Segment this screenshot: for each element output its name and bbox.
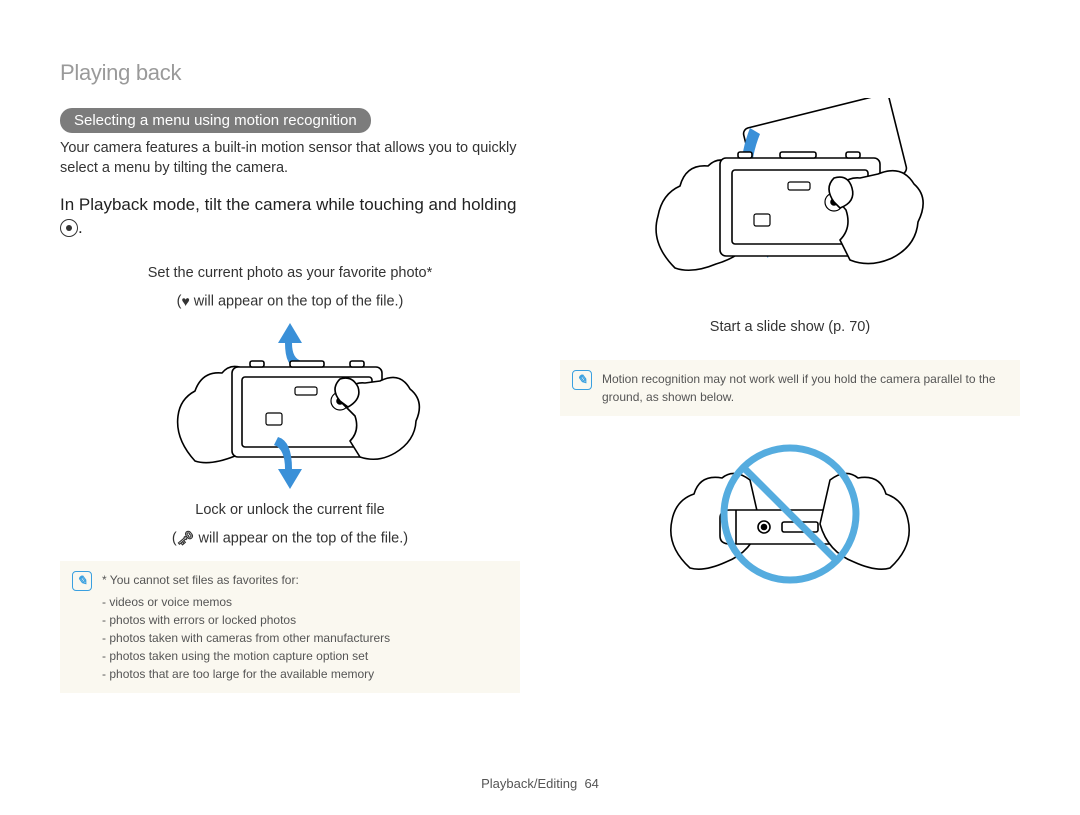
note-list: videos or voice memos photos with errors…: [102, 593, 390, 683]
note-icon: ✎: [72, 571, 92, 591]
lock-caption-line2: (🗝 will appear on the top of the file.): [60, 529, 520, 549]
section-title: Playing back: [60, 60, 1020, 86]
instruction-text: In Playback mode, tilt the camera while …: [60, 194, 520, 240]
lock-caption-line1: Lock or unlock the current file: [60, 501, 520, 521]
figure-tilt-side: [560, 98, 1020, 308]
favorite-caption-line1: Set the current photo as your favorite p…: [60, 264, 520, 284]
note-item: photos that are too large for the availa…: [102, 665, 390, 683]
note-item: photos taken with cameras from other man…: [102, 629, 390, 647]
note-item: photos taken using the motion capture op…: [102, 647, 390, 665]
right-column: Start a slide show (p. 70) ✎ Motion reco…: [560, 108, 1020, 776]
note-text: Motion recognition may not work well if …: [602, 370, 1008, 406]
slideshow-caption: Start a slide show (p. 70): [560, 318, 1020, 338]
favorites-restriction-note: ✎ * You cannot set files as favorites fo…: [60, 561, 520, 693]
left-column: Selecting a menu using motion recognitio…: [60, 108, 520, 776]
note-item: photos with errors or locked photos: [102, 611, 390, 629]
lock-icon: 🗝: [177, 529, 195, 548]
motion-warning-note: ✎ Motion recognition may not work well i…: [560, 360, 1020, 416]
motion-target-icon: [60, 219, 78, 237]
note-item: videos or voice memos: [102, 593, 390, 611]
note-icon: ✎: [572, 370, 592, 390]
page-footer: Playback/Editing 64: [60, 776, 1020, 815]
intro-paragraph: Your camera features a built-in motion s…: [60, 139, 520, 178]
note-content: * You cannot set files as favorites for:…: [102, 571, 390, 683]
favorite-caption-line2: (♥ will appear on the top of the file.): [60, 292, 520, 312]
subsection-heading: Selecting a menu using motion recognitio…: [60, 108, 371, 133]
figure-tilt-up-down: [60, 321, 520, 491]
heart-icon: ♥: [181, 292, 189, 311]
figure-prohibited-hold: [560, 428, 1020, 598]
